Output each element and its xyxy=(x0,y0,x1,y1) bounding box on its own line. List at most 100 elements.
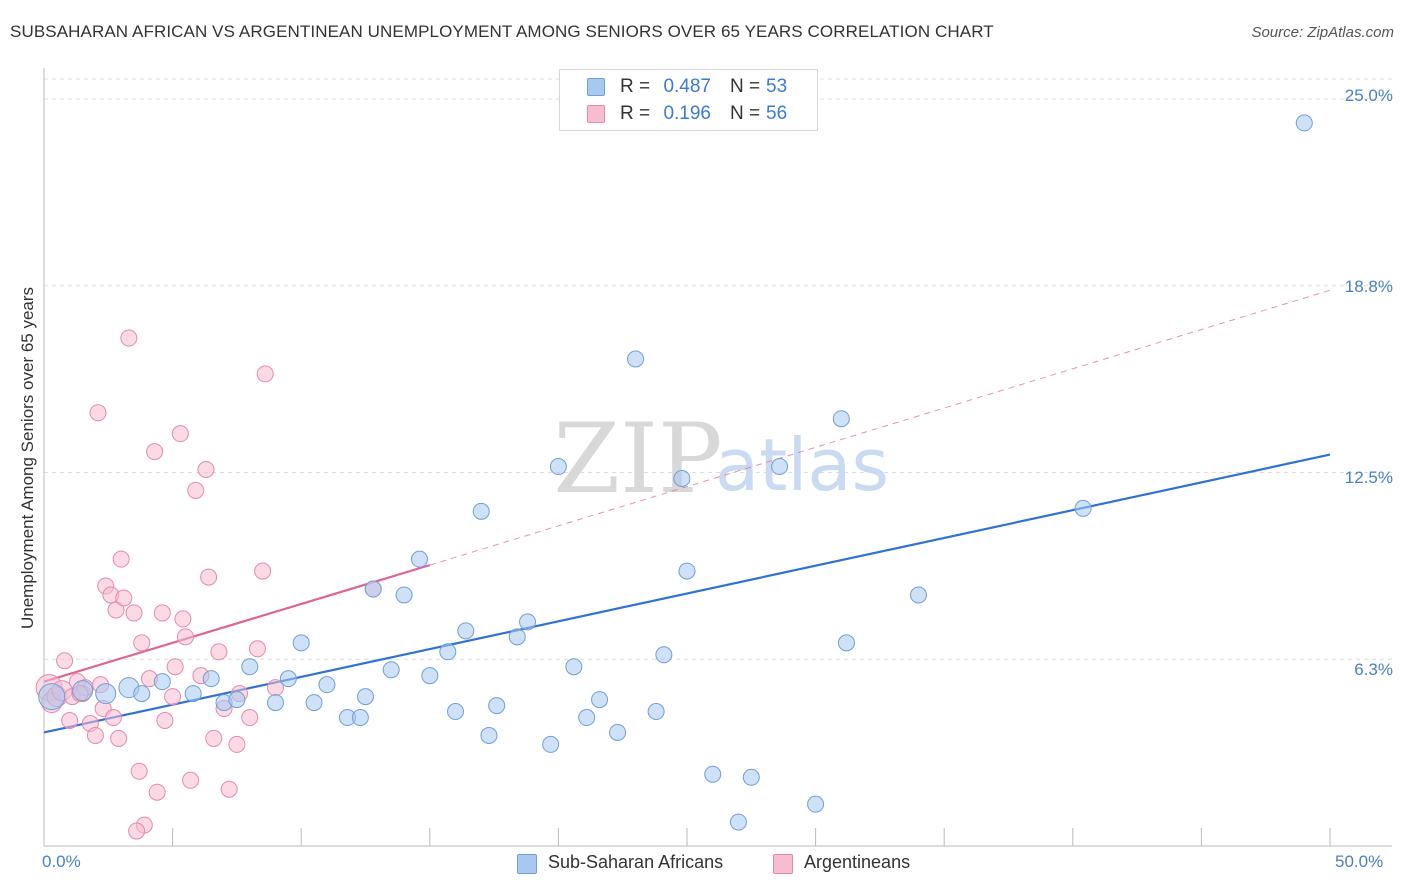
data-point-sub-saharan-africans xyxy=(549,458,567,476)
data-point-sub-saharan-africans xyxy=(447,703,465,721)
data-point-argentineans xyxy=(107,601,125,619)
chart-title: SUBSAHARAN AFRICAN VS ARGENTINEAN UNEMPL… xyxy=(10,22,994,41)
correlation-legend: R = 0.487 N = 53 R = 0.196 N = 56 xyxy=(559,69,818,131)
data-point-sub-saharan-africans xyxy=(488,697,506,715)
data-point-sub-saharan-africans xyxy=(357,688,374,706)
data-point-sub-saharan-africans xyxy=(542,735,560,753)
x-tick-label: 0.0% xyxy=(42,852,81,871)
data-point-sub-saharan-africans xyxy=(519,613,537,631)
data-point-argentineans xyxy=(153,604,171,622)
trend-layer xyxy=(43,289,1331,734)
axis-layer xyxy=(43,68,1392,847)
legend-row-pink: R = 0.196 N = 56 xyxy=(560,101,817,127)
chart-source: Source: ZipAtlas.com xyxy=(1251,24,1394,41)
trend-line-argentineans-extrapolated xyxy=(429,289,1331,566)
data-point-sub-saharan-africans xyxy=(647,703,665,721)
data-point-sub-saharan-africans xyxy=(627,350,645,368)
watermark: ZIP atlas xyxy=(553,403,889,515)
data-point-sub-saharan-africans xyxy=(480,726,498,744)
data-point-sub-saharan-africans xyxy=(202,670,220,688)
data-point-sub-saharan-africans xyxy=(909,586,927,604)
data-point-sub-saharan-africans xyxy=(837,634,855,652)
data-point-sub-saharan-africans xyxy=(421,667,439,685)
data-point-argentineans xyxy=(228,735,246,753)
legend-swatch-pink xyxy=(773,854,793,874)
data-point-sub-saharan-africans xyxy=(673,469,691,487)
data-point-argentineans xyxy=(200,568,218,586)
data-point-sub-saharan-africans xyxy=(241,658,259,676)
data-point-sub-saharan-africans xyxy=(508,628,526,646)
data-point-sub-saharan-africans xyxy=(439,643,457,661)
data-point-sub-saharan-africans xyxy=(771,458,789,476)
data-point-sub-saharan-africans xyxy=(591,691,609,709)
points-argentineans xyxy=(35,329,382,840)
data-point-argentineans xyxy=(205,729,223,747)
trend-line-argentineans xyxy=(43,564,431,683)
data-point-sub-saharan-africans xyxy=(153,673,171,691)
data-point-sub-saharan-africans xyxy=(609,723,627,741)
data-point-sub-saharan-africans xyxy=(318,676,336,694)
data-point-sub-saharan-africans xyxy=(565,658,583,676)
data-point-argentineans xyxy=(241,709,259,727)
data-point-sub-saharan-africans xyxy=(655,646,673,664)
data-point-argentineans xyxy=(210,643,228,661)
data-point-sub-saharan-africans xyxy=(472,502,490,520)
data-point-sub-saharan-africans xyxy=(1295,114,1313,132)
data-point-sub-saharan-africans xyxy=(1074,499,1092,517)
legend-n-value: 53 xyxy=(766,76,788,97)
data-point-argentineans xyxy=(176,628,194,646)
data-point-sub-saharan-africans xyxy=(228,691,246,709)
data-point-argentineans xyxy=(171,425,189,443)
data-point-argentineans xyxy=(220,780,238,798)
legend-r-label: R = xyxy=(620,103,651,124)
data-point-sub-saharan-africans xyxy=(742,768,760,786)
legend-n-value: 56 xyxy=(766,103,788,124)
data-point-sub-saharan-africans xyxy=(38,683,66,711)
data-point-argentineans xyxy=(128,822,146,840)
data-point-argentineans xyxy=(89,404,107,422)
data-point-argentineans xyxy=(148,783,166,801)
data-point-sub-saharan-africans xyxy=(364,580,382,598)
data-point-sub-saharan-africans xyxy=(807,795,825,813)
data-point-argentineans xyxy=(254,562,272,580)
data-point-sub-saharan-africans xyxy=(832,410,850,428)
data-point-argentineans xyxy=(256,365,274,383)
data-point-argentineans xyxy=(146,443,164,461)
data-point-sub-saharan-africans xyxy=(729,813,747,831)
legend-swatch-pink xyxy=(587,105,605,123)
data-point-sub-saharan-africans xyxy=(72,680,94,702)
legend-swatch-blue xyxy=(587,78,605,96)
legend-r-label: R = xyxy=(620,76,651,97)
data-point-sub-saharan-africans xyxy=(678,562,696,580)
data-point-sub-saharan-africans xyxy=(411,550,429,568)
data-point-argentineans xyxy=(115,589,133,607)
data-point-sub-saharan-africans xyxy=(578,709,596,727)
trend-line-sub-saharan-africans xyxy=(43,453,1331,734)
legend-row-blue: R = 0.487 N = 53 xyxy=(560,74,817,100)
data-point-argentineans xyxy=(61,712,79,730)
y-tick-label: 25.0% xyxy=(1344,86,1393,105)
points-sub-saharan-africans xyxy=(38,114,1313,831)
data-point-argentineans xyxy=(182,771,200,789)
legend-label: Argentineans xyxy=(804,852,911,872)
data-point-argentineans xyxy=(112,550,130,568)
legend-r-value: 0.487 xyxy=(663,76,711,97)
data-point-argentineans xyxy=(197,461,215,479)
data-point-argentineans xyxy=(187,481,205,499)
data-point-sub-saharan-africans xyxy=(133,685,151,703)
legend-swatch-blue xyxy=(517,854,537,874)
x-tick-label: 50.0% xyxy=(1335,852,1384,871)
data-point-argentineans xyxy=(120,329,138,347)
data-point-argentineans xyxy=(166,658,184,676)
watermark-zip: ZIP xyxy=(553,403,722,515)
data-point-sub-saharan-africans xyxy=(382,661,400,679)
data-point-argentineans xyxy=(125,604,143,622)
legend-r-value: 0.196 xyxy=(663,103,711,124)
data-point-argentineans xyxy=(133,634,151,652)
y-axis-label: Unemployment Among Seniors over 65 years xyxy=(18,286,37,630)
data-point-sub-saharan-africans xyxy=(395,586,413,604)
data-point-sub-saharan-africans xyxy=(266,694,284,712)
data-point-argentineans xyxy=(248,640,266,658)
legend-n-label: N = xyxy=(730,76,761,97)
